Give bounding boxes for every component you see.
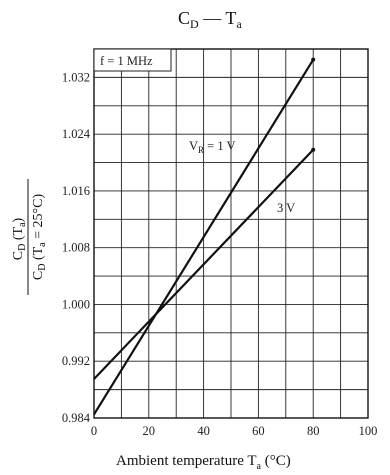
series-label-vr-1v: VR = 1 V	[189, 139, 236, 155]
series-label-3v: 3 V	[277, 201, 295, 215]
y-tick-label: 1.032	[62, 70, 90, 84]
x-axis-label: Ambient temperature Ta (°C)	[116, 453, 291, 472]
svg-text:CD (Ta): CD (Ta)	[11, 217, 28, 260]
y-tick-label: 0.984	[62, 411, 91, 425]
x-tick-labels: 0 20 40 60 80 100	[91, 424, 378, 438]
annotation-label: f = 1 MHz	[100, 54, 153, 68]
y-tick-label: 0.992	[62, 354, 90, 368]
y-axis-label: CD (Ta) CD (Ta = 25°C)	[11, 179, 48, 295]
plot-frame	[93, 48, 369, 419]
series-line-vr-1v	[93, 59, 315, 416]
x-tick-label: 20	[143, 424, 156, 438]
series-layer	[93, 57, 316, 416]
grid	[94, 49, 368, 418]
x-tick-label: 80	[307, 424, 320, 438]
y-tick-label: 1.016	[62, 184, 90, 198]
svg-text:CD (Ta = 25°C): CD (Ta = 25°C)	[31, 194, 48, 281]
series-end-point	[311, 57, 316, 62]
x-tick-label: 100	[359, 424, 378, 438]
y-tick-label: 1.024	[62, 127, 91, 141]
chart-title: CD — Ta	[178, 8, 242, 31]
series-end-point	[311, 147, 316, 152]
y-tick-labels: 0.984 0.992 1.000 1.008 1.016 1.024 1.032	[62, 70, 91, 425]
y-tick-label: 1.008	[62, 241, 90, 255]
x-tick-label: 60	[252, 424, 265, 438]
plot-border	[93, 48, 369, 419]
x-tick-label: 40	[197, 424, 210, 438]
x-tick-label: 0	[91, 424, 97, 438]
series-line-3v	[93, 149, 314, 380]
annotation-box	[93, 48, 172, 72]
y-tick-label: 1.000	[62, 297, 90, 311]
